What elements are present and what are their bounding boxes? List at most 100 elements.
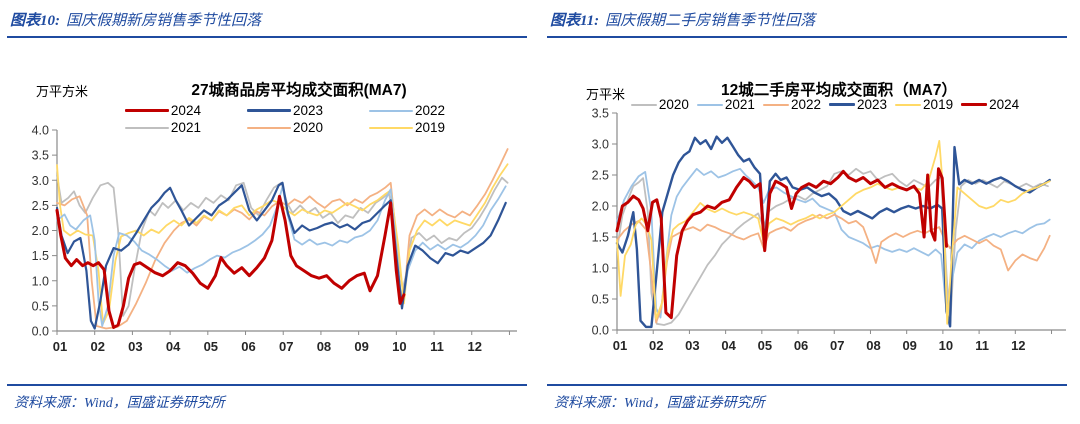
y-tick-label: 1.5 xyxy=(592,231,609,245)
legend-item-2024: 2024 xyxy=(961,97,1019,112)
line-chart-new-homes: 0.0 0.5 1.0 1.5 2.0 2.5 3.0 3.5 4.0 01 02 03 04 05 06 0… xyxy=(32,124,517,354)
x-tick-label: 08 xyxy=(866,338,880,353)
x-tick-label: 11 xyxy=(430,339,444,354)
x-tick-label: 02 xyxy=(90,339,104,354)
series-line-2020 xyxy=(56,148,509,330)
legend-item-2023: 2023 xyxy=(246,103,324,118)
legend-item-2022: 2022 xyxy=(369,103,445,118)
y-tick-label: 3.5 xyxy=(592,107,609,121)
series-line-2023 xyxy=(615,135,1051,329)
legend-line-swatch xyxy=(696,103,723,106)
figure-header-title: 国庆假期二手房销售季节性回落 xyxy=(605,13,816,29)
figure-header: 图表11: 国庆假期二手房销售季节性回落 xyxy=(550,9,1066,30)
legend-year-label: 2022 xyxy=(790,97,821,112)
series-line-2024 xyxy=(55,194,406,329)
x-tick-label: 02 xyxy=(649,338,663,353)
figure-number: 图表11: xyxy=(550,13,600,29)
chart-legend: 2020 2021 2022 2023 2019 2024 xyxy=(580,97,1070,112)
legend-item-2024: 2024 xyxy=(124,103,201,118)
legend-year-label: 2020 xyxy=(658,97,689,112)
figure-panel-new-homes: 图表10: 国庆假期新房销售季节性回落 万平方米 27城商品房平均成交面积(MA7… xyxy=(7,9,530,411)
x-tick-label: 05 xyxy=(758,338,772,353)
legend-line-swatch xyxy=(124,126,169,129)
legend-item-2019: 2019 xyxy=(369,120,445,135)
footer-divider xyxy=(7,384,527,386)
legend-year-label: 2023 xyxy=(292,103,324,118)
x-tick-label: 10 xyxy=(392,339,406,354)
legend-line-swatch xyxy=(369,109,414,112)
legend-item-2021: 2021 xyxy=(124,120,201,135)
x-tick-label: 06 xyxy=(794,338,808,353)
legend-row: 2021 2020 2019 xyxy=(40,120,530,135)
y-tick-label: 1.0 xyxy=(592,262,609,276)
x-tick-label: 12 xyxy=(1011,338,1025,353)
legend-line-swatch xyxy=(961,103,988,106)
header-divider xyxy=(547,36,1067,38)
legend-year-label: 2024 xyxy=(170,103,201,118)
x-tick-label: 09 xyxy=(354,339,368,354)
legend-item-2019: 2019 xyxy=(895,97,953,112)
legend-item-2023: 2023 xyxy=(829,97,887,112)
legend-line-swatch xyxy=(246,109,291,112)
y-tick-label: 3.5 xyxy=(32,149,49,163)
legend-year-label: 2021 xyxy=(170,120,201,135)
y-tick-label: 0.0 xyxy=(32,325,49,339)
y-tick-label: 1.0 xyxy=(32,274,49,288)
legend-line-swatch xyxy=(630,103,657,106)
x-tick-label: 12 xyxy=(468,339,482,354)
figure-number: 图表10: xyxy=(10,13,60,29)
chart-legend: 2024 2023 2022 2021 2020 2019 xyxy=(40,103,530,135)
y-tick-label: 0.5 xyxy=(592,293,609,307)
legend-year-label: 2023 xyxy=(857,97,888,112)
x-tick-label: 09 xyxy=(902,338,916,353)
legend-line-swatch xyxy=(246,126,291,129)
legend-year-label: 2019 xyxy=(923,97,954,112)
x-tick-label: 03 xyxy=(128,339,142,354)
y-axis-unit-label: 万平方米 xyxy=(36,84,89,99)
series-line-2020 xyxy=(616,167,1049,326)
legend-item-2022: 2022 xyxy=(762,97,821,112)
x-tick-label: 03 xyxy=(685,338,699,353)
x-tick-label: 11 xyxy=(975,338,989,353)
series-line-2024 xyxy=(615,167,948,320)
legend-item-2020: 2020 xyxy=(246,120,323,135)
footer-divider xyxy=(547,384,1067,386)
source-note: 资料来源：Wind，国盛证券研究所 xyxy=(14,396,225,411)
x-tick-label: 07 xyxy=(279,339,293,354)
x-tick-label: 05 xyxy=(204,339,218,354)
header-divider xyxy=(7,36,527,38)
x-tick-label: 04 xyxy=(166,339,181,354)
legend-line-swatch xyxy=(762,103,789,106)
figure-header-title: 国庆假期新房销售季节性回落 xyxy=(66,13,262,29)
y-tick-label: 2.0 xyxy=(32,224,49,238)
y-axis-unit-label: 万平米 xyxy=(586,87,626,102)
y-tick-label: 2.0 xyxy=(592,200,609,214)
series-line-2019 xyxy=(616,140,1051,325)
legend-row: 2024 2023 2022 xyxy=(40,103,530,118)
x-tick-label: 08 xyxy=(317,339,331,354)
chart-title: 27城商品房平均成交面积(MA7) xyxy=(191,82,407,99)
y-tick-label: 2.5 xyxy=(32,199,49,213)
y-tick-label: 4.0 xyxy=(32,124,49,138)
source-note: 资料来源：Wind，国盛证券研究所 xyxy=(554,396,765,411)
y-tick-label: 3.0 xyxy=(32,174,49,188)
legend-year-label: 2022 xyxy=(415,103,446,118)
x-tick-label: 06 xyxy=(241,339,255,354)
legend-item-2021: 2021 xyxy=(696,97,755,112)
figure-panel-secondhand-homes: 图表11: 国庆假期二手房销售季节性回落 万平米 12城二手房平均成交面积（MA7… xyxy=(540,0,1080,424)
series-line-2023 xyxy=(55,181,507,330)
x-tick-label: 01 xyxy=(53,339,67,354)
x-tick-label: 01 xyxy=(613,338,627,353)
x-tick-label: 04 xyxy=(721,338,736,353)
chart-title: 12城二手房平均成交面积（MA7） xyxy=(721,82,957,99)
y-tick-label: 1.5 xyxy=(32,249,49,263)
y-tick-label: 3.0 xyxy=(592,138,609,152)
y-tick-label: 0.0 xyxy=(592,324,609,338)
x-tick-label: 07 xyxy=(830,338,844,353)
legend-line-swatch xyxy=(124,109,169,112)
legend-line-swatch xyxy=(829,103,855,106)
legend-year-label: 2021 xyxy=(724,97,755,112)
figure-header: 图表10: 国庆假期新房销售季节性回落 xyxy=(10,9,526,30)
legend-year-label: 2024 xyxy=(989,97,1020,112)
